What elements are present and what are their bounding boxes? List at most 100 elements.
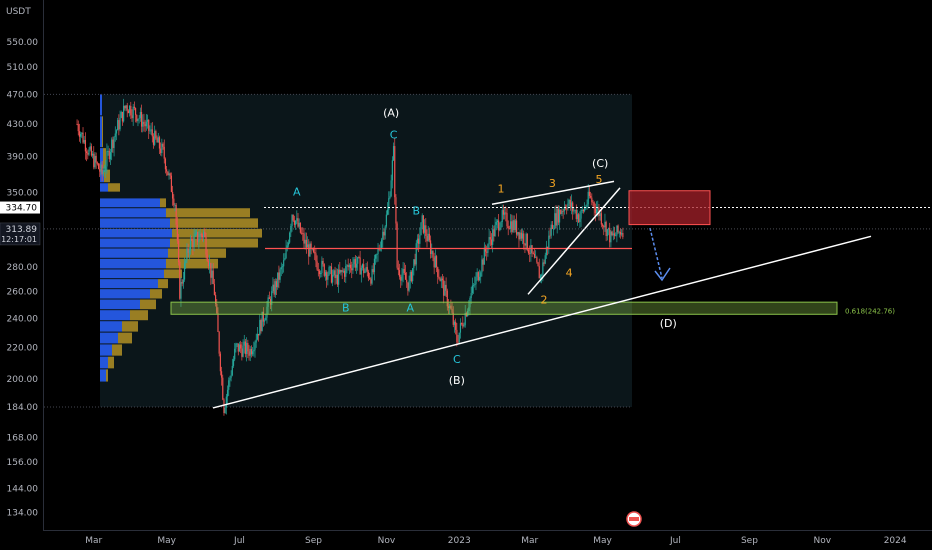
candle-body — [384, 226, 386, 236]
candle-body — [539, 275, 542, 279]
candle-body — [521, 233, 524, 239]
candle-body — [576, 214, 579, 220]
candle-body — [273, 284, 275, 295]
candle-body — [420, 222, 422, 236]
x-tick-label: May — [593, 536, 612, 546]
candle-body — [353, 259, 355, 264]
candle-body — [117, 120, 119, 131]
candle-body — [97, 163, 100, 169]
candle-body — [154, 131, 156, 145]
candle-body — [529, 253, 531, 255]
candle-body — [609, 228, 611, 243]
candle-body — [300, 232, 303, 234]
candle-body — [303, 233, 305, 244]
candle-body — [107, 150, 109, 152]
candle-body — [416, 238, 419, 244]
candle-body — [386, 209, 389, 215]
x-tick-label: Mar — [521, 536, 538, 546]
candle-body — [437, 267, 439, 277]
candle-body — [95, 155, 97, 163]
candle-body — [216, 303, 218, 314]
candle-body — [597, 207, 599, 210]
candle-body — [618, 231, 620, 233]
candle-body — [339, 269, 341, 273]
candle-body — [158, 137, 161, 149]
candle-body — [238, 344, 241, 352]
volume-profile-bar — [158, 279, 168, 289]
candle-body — [80, 133, 82, 137]
candle-body — [524, 243, 526, 246]
wave-label: 2 — [541, 293, 548, 306]
wave-label: (C) — [592, 157, 608, 170]
candle-body — [106, 151, 108, 167]
candle-body — [225, 396, 227, 408]
candle-body — [444, 284, 446, 296]
candle-body — [429, 240, 432, 254]
candle-body — [352, 263, 354, 271]
candle-body — [290, 225, 292, 233]
candle-body — [111, 139, 113, 153]
candle-body — [544, 255, 546, 264]
candle-body — [236, 343, 238, 345]
fib-label: 0.618(242.76) — [845, 307, 895, 315]
candle-body — [124, 105, 126, 109]
candle-body — [161, 143, 163, 154]
candle-body — [109, 152, 112, 160]
volume-profile-bar — [122, 321, 138, 332]
candle-body — [274, 281, 276, 295]
candle-body — [186, 248, 188, 261]
candle-body — [321, 260, 323, 273]
candle-body — [425, 225, 427, 236]
candle-body — [507, 226, 509, 229]
candle-body — [248, 351, 250, 356]
candle-body — [90, 146, 92, 156]
candle-body — [588, 191, 591, 196]
candle-body — [298, 222, 300, 227]
candle-body — [527, 249, 530, 254]
candle-body — [204, 231, 206, 237]
candle-body — [175, 204, 177, 225]
candle-body — [504, 212, 506, 215]
candle-body — [305, 239, 307, 248]
candle-body — [132, 106, 134, 119]
candle-body — [566, 208, 568, 210]
candle-body — [134, 108, 137, 115]
volume-profile-bar — [112, 344, 122, 356]
candle-body — [234, 348, 236, 360]
candle-body — [170, 175, 173, 192]
candle-body — [493, 229, 495, 237]
candle-body — [355, 263, 358, 268]
candle-body — [77, 124, 79, 132]
candle-body — [168, 173, 170, 176]
level-badge-label: 334.70 — [6, 204, 38, 214]
candle-body — [143, 121, 145, 124]
candle-body — [123, 105, 125, 122]
candle-body — [223, 399, 225, 413]
candle-body — [131, 115, 133, 119]
candle-body — [398, 270, 401, 277]
candle-body — [211, 270, 213, 278]
candle-body — [385, 214, 387, 227]
candle-body — [324, 272, 327, 276]
x-tick-label: Nov — [378, 536, 396, 546]
volume-profile-bar — [100, 94, 102, 116]
candle-body — [150, 129, 152, 131]
candle-body — [171, 191, 174, 199]
candle-body — [213, 284, 216, 295]
candle-body — [93, 153, 95, 168]
candle-body — [246, 343, 248, 355]
candle-body — [496, 220, 499, 223]
candle-body — [548, 235, 550, 249]
candle-body — [593, 202, 595, 209]
candle-body — [315, 253, 317, 262]
candle-body — [560, 209, 562, 214]
candle-body — [342, 270, 344, 272]
x-tick-label: Sep — [741, 536, 758, 546]
wave-label: 4 — [566, 267, 573, 280]
projection-arrowhead — [654, 267, 671, 282]
volume-profile-bar — [100, 183, 108, 192]
volume-profile-bar — [100, 228, 172, 238]
candle-body — [343, 270, 346, 277]
candle-body — [426, 235, 428, 242]
